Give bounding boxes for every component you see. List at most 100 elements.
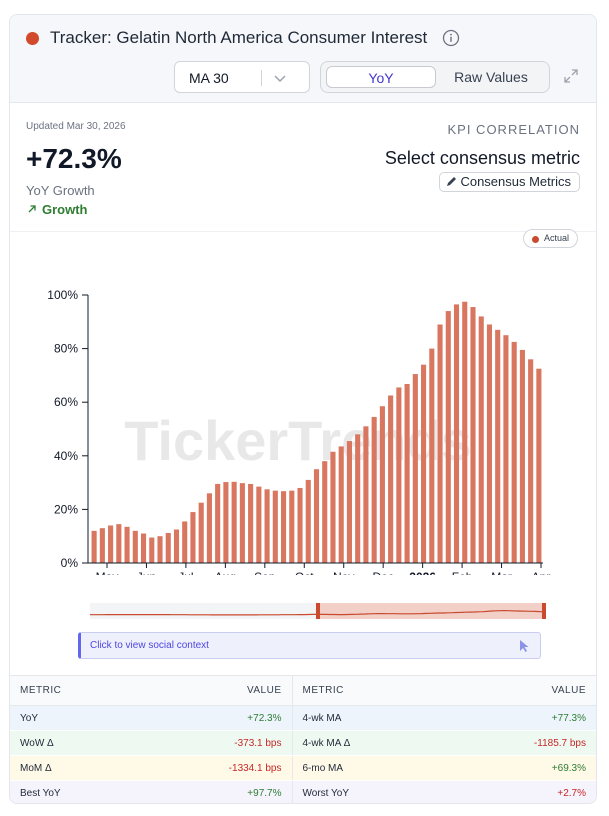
chart-bar[interactable]	[511, 341, 517, 563]
yoy-toggle-option[interactable]: YoY	[326, 66, 436, 88]
metric-value: +77.3%	[438, 705, 596, 731]
chart-bar[interactable]	[108, 525, 114, 563]
chart-bar[interactable]	[173, 529, 180, 564]
metric-value: +72.3%	[136, 705, 293, 731]
moving-average-value: MA 30	[189, 70, 229, 86]
chart-bar[interactable]	[91, 530, 97, 563]
chart-bar[interactable]	[305, 479, 311, 563]
chart-bar[interactable]	[215, 483, 221, 563]
chart-bar[interactable]	[132, 530, 138, 563]
chart-bar[interactable]	[256, 486, 262, 563]
chart-bar[interactable]	[363, 426, 369, 563]
yoy-bar-chart: TickerTrends 0% 20% 40% 60% 80% 100% May Jun Jul…	[47, 288, 551, 575]
chart-bar[interactable]	[124, 526, 130, 563]
chart-bar[interactable]	[190, 512, 196, 563]
consensus-metrics-button[interactable]: Consensus Metrics	[439, 172, 580, 192]
chart-bar[interactable]	[528, 359, 534, 563]
col-header-value: VALUE	[136, 675, 293, 706]
metric-name: Best YoY	[10, 780, 136, 803]
metric-value: +97.7%	[136, 780, 293, 803]
metrics-row: MoM Δ -1334.1 bps 6-mo MA +69.3%	[10, 755, 596, 781]
chart-bar[interactable]	[536, 368, 542, 563]
chart-bar[interactable]	[453, 304, 460, 563]
chart-bar[interactable]	[412, 374, 418, 563]
chart-bar[interactable]	[289, 490, 295, 563]
chart-bar[interactable]	[264, 489, 270, 563]
chart-bar[interactable]	[355, 434, 361, 563]
col-header-metric: METRIC	[292, 675, 438, 706]
chart-bar[interactable]	[503, 335, 509, 563]
chart-bar[interactable]	[445, 311, 451, 563]
chart-bar[interactable]	[519, 349, 525, 563]
x-tick-label: Nov	[333, 570, 354, 575]
chart-bar[interactable]	[248, 483, 254, 563]
chart-bar[interactable]	[346, 441, 352, 563]
trend-label: Growth	[42, 202, 88, 217]
chart-bar[interactable]	[338, 446, 344, 563]
y-tick-label: 0%	[61, 556, 79, 570]
select-separator	[261, 70, 262, 86]
navigator-right-handle[interactable]	[542, 603, 546, 619]
social-context-button[interactable]: Click to view social context	[78, 632, 541, 659]
chart-bar[interactable]	[297, 487, 303, 563]
moving-average-select[interactable]: MA 30	[174, 61, 310, 93]
legend-swatch	[532, 236, 539, 243]
chart-bar[interactable]	[116, 524, 122, 563]
chart-bar[interactable]	[99, 528, 105, 563]
metrics-row: YoY +72.3% 4-wk MA +77.3%	[10, 705, 596, 731]
metric-name: 4-wk MA Δ	[292, 730, 438, 756]
chart-bar[interactable]	[198, 502, 204, 563]
chart-bar[interactable]	[231, 481, 237, 563]
chart-bar[interactable]	[322, 461, 328, 563]
info-icon[interactable]	[442, 29, 460, 47]
chart-bar[interactable]	[206, 493, 212, 563]
metrics-row: WoW Δ -373.1 bps 4-wk MA Δ -1185.7 bps	[10, 730, 596, 756]
chart-bar[interactable]	[281, 491, 287, 563]
metric-value: -1334.1 bps	[136, 755, 293, 781]
metric-value: +2.7%	[438, 780, 596, 803]
expand-icon[interactable]	[564, 69, 578, 83]
chart-bar[interactable]	[396, 387, 402, 563]
raw-values-toggle-option[interactable]: Raw Values	[454, 69, 528, 85]
chart-bar[interactable]	[165, 532, 171, 563]
chart-bar[interactable]	[140, 533, 147, 563]
chart-bar[interactable]	[495, 329, 501, 563]
x-tick-label: Apr	[532, 570, 551, 575]
chart-bar[interactable]	[223, 482, 229, 563]
metrics-table: METRIC VALUE METRIC VALUE YoY +72.3% 4-wk …	[10, 675, 596, 803]
x-tick-label: Jun	[137, 570, 156, 575]
chart-bar[interactable]	[421, 364, 427, 563]
chart-bar[interactable]	[330, 451, 336, 563]
chart-bar[interactable]	[157, 536, 163, 563]
chart-bar[interactable]	[478, 316, 484, 563]
metrics-header-row: METRIC VALUE METRIC VALUE	[10, 675, 596, 706]
navigator-selection[interactable]	[318, 603, 544, 619]
chart-bar[interactable]	[149, 537, 155, 563]
chart-bar[interactable]	[182, 521, 188, 563]
chart-bar[interactable]	[272, 490, 278, 563]
chart-bar[interactable]	[486, 324, 493, 563]
col-header-value: VALUE	[438, 675, 596, 706]
y-tick-label: 80%	[54, 342, 78, 356]
chart-bar[interactable]	[371, 416, 377, 563]
chart-bar[interactable]	[470, 307, 476, 563]
range-navigator[interactable]	[10, 599, 596, 623]
metric-value: +69.3%	[438, 755, 596, 781]
chart-legend[interactable]: Actual	[523, 229, 579, 248]
navigator-left-handle[interactable]	[316, 603, 320, 619]
chart-bar[interactable]	[239, 483, 245, 563]
arrow-up-right-icon	[28, 205, 36, 213]
chart-bar[interactable]	[313, 469, 320, 563]
metric-name: 6-mo MA	[292, 755, 438, 781]
kpi-value: +72.3%	[26, 143, 122, 174]
chart-bar[interactable]	[429, 348, 435, 563]
x-tick-label: 2026	[409, 570, 436, 575]
x-tick-label: Dec	[373, 570, 394, 575]
chart-bar[interactable]	[379, 406, 385, 563]
chart-bar[interactable]	[388, 395, 394, 564]
y-tick-label: 20%	[54, 502, 78, 516]
chart-bar[interactable]	[404, 383, 410, 563]
chart-bar[interactable]	[437, 324, 443, 563]
chart-bar[interactable]	[462, 301, 468, 563]
social-context-label: Click to view social context	[90, 640, 209, 651]
